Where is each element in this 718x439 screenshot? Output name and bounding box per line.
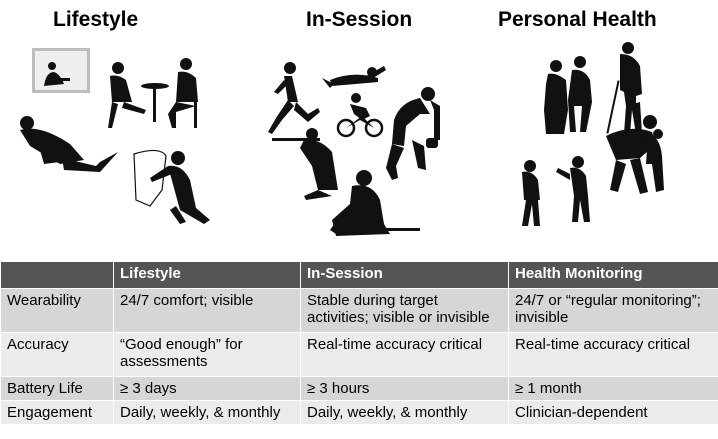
- children-icon: [522, 156, 590, 226]
- table-cell: 24/7 comfort; visible: [113, 288, 301, 333]
- table-cell: Clinician-dependent: [508, 400, 718, 425]
- table-cell: Daily, weekly, & monthly: [113, 400, 301, 425]
- personal-health-heading: Personal Health: [498, 8, 657, 31]
- table-row: Accuracy “Good enough” for assessments R…: [0, 332, 718, 377]
- shooter-icon: [272, 128, 338, 200]
- elderly-couple-icon: [544, 56, 592, 134]
- cafe-couple-icon: [108, 58, 198, 128]
- runner-icon: [268, 62, 320, 134]
- cyclist-icon: [336, 93, 384, 138]
- header-in-session: In-Session: [300, 261, 509, 289]
- swimmer-icon: [322, 66, 386, 88]
- table-cell: 24/7 or “regular monitoring”; invisible: [508, 288, 718, 333]
- table-row: Wearability 24/7 comfort; visible Stable…: [0, 288, 718, 333]
- in-session-heading: In-Session: [306, 8, 413, 31]
- header-lifestyle: Lifestyle: [113, 261, 301, 289]
- table-cell: ≥ 3 days: [113, 376, 301, 401]
- laptop-user-icon: [32, 48, 90, 93]
- reading-person-icon: [20, 116, 118, 172]
- table-cell: Real-time accuracy critical: [300, 332, 509, 377]
- elderly-man-cane-icon: [606, 42, 642, 134]
- firefighter-icon: [330, 170, 420, 236]
- table-cell: Stable during target activities; visible…: [300, 288, 509, 333]
- row-label: Battery Life: [0, 376, 114, 401]
- row-label: Engagement: [0, 400, 114, 425]
- row-label: Wearability: [0, 288, 114, 333]
- table-row: Engagement Daily, weekly, & monthly Dail…: [0, 400, 718, 425]
- table-row: Battery Life ≥ 3 days ≥ 3 hours ≥ 1 mont…: [0, 376, 718, 401]
- header-corner: [0, 261, 114, 289]
- lifestyle-heading: Lifestyle: [53, 8, 139, 31]
- table-cell: ≥ 1 month: [508, 376, 718, 401]
- parent-child-icon: [606, 115, 664, 194]
- comparison-table: Lifestyle In-Session Health Monitoring W…: [0, 261, 718, 425]
- silhouette-illustrations: [20, 42, 664, 236]
- table-header-row: Lifestyle In-Session Health Monitoring: [0, 261, 718, 289]
- table-cell: Real-time accuracy critical: [508, 332, 718, 377]
- table-cell: ≥ 3 hours: [300, 376, 509, 401]
- weightlifter-icon: [386, 87, 440, 180]
- table-cell: Daily, weekly, & monthly: [300, 400, 509, 425]
- row-label: Accuracy: [0, 332, 114, 377]
- woman-on-chair-icon: [133, 149, 210, 224]
- table-cell: “Good enough” for assessments: [113, 332, 301, 377]
- header-health-monitoring: Health Monitoring: [508, 261, 718, 289]
